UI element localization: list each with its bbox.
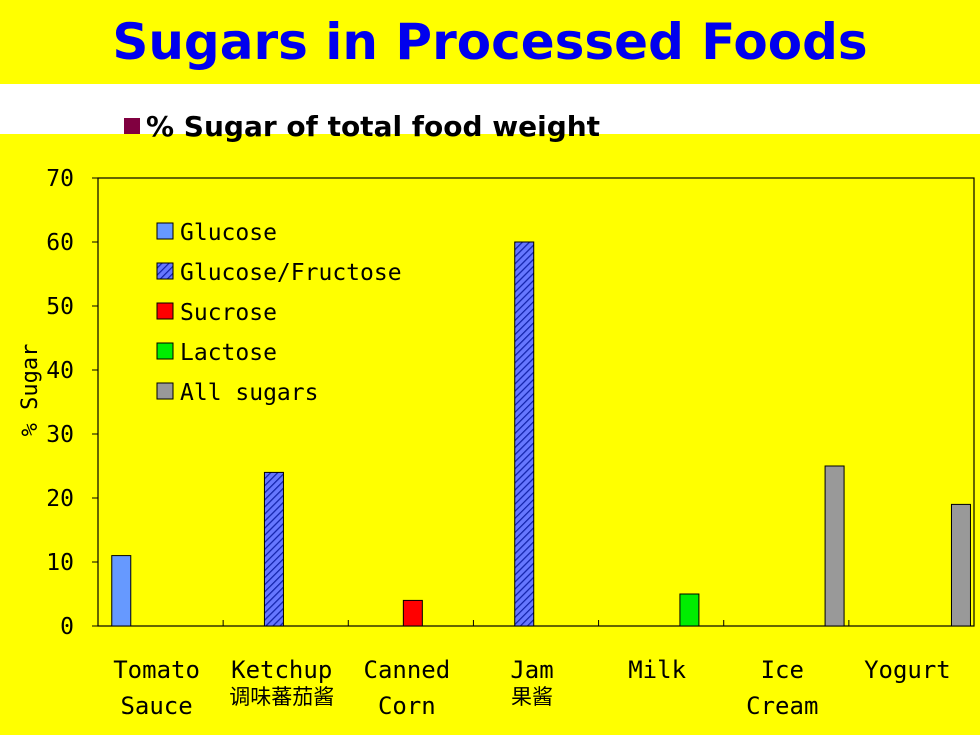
legend-swatch: [156, 302, 174, 320]
x-category-label: Canned: [364, 656, 451, 684]
legend-label: Lactose: [180, 340, 277, 366]
y-tick-label: 10: [46, 550, 74, 576]
x-category-label: Tomato: [113, 656, 200, 684]
x-category-annotation: 调味蕃茄酱: [229, 685, 334, 709]
legend-label: Glucose: [180, 220, 277, 246]
chart-subtitle: % Sugar of total food weight: [146, 110, 601, 143]
x-category-label: Jam: [510, 656, 553, 684]
y-tick-label: 40: [46, 358, 74, 384]
legend-label: All sugars: [180, 380, 318, 406]
bar: [824, 465, 845, 627]
x-category-label: Ketchup: [231, 656, 332, 684]
x-category-label: Milk: [628, 656, 686, 684]
x-category-label: Corn: [378, 692, 436, 720]
x-category-label: Ice: [761, 656, 804, 684]
subtitle-band: [0, 84, 980, 134]
legend-label: Glucose/Fructose: [180, 260, 402, 286]
bar-chart: 0 10 20 30 40 50 60 70 % Sugar Tomato Sauce Ketchup…: [18, 166, 975, 720]
plot-frame: [97, 177, 975, 627]
y-tick-label: 30: [46, 422, 74, 448]
legend-swatch: [156, 382, 174, 400]
x-category-label: Cream: [746, 692, 818, 720]
y-tick-label: 70: [46, 166, 74, 192]
bar: [679, 593, 700, 627]
title-band: [0, 0, 980, 84]
bar: [111, 555, 132, 627]
x-category-annotation: 果酱: [511, 685, 553, 709]
y-tick-label: 20: [46, 486, 74, 512]
bar: [950, 503, 971, 627]
page-title: Sugars in Processed Foods: [112, 13, 868, 71]
bar: [402, 599, 423, 627]
legend-swatch: [156, 262, 174, 280]
y-axis-label: % Sugar: [18, 344, 43, 437]
x-category-label: Yogurt: [864, 656, 951, 684]
bar: [263, 471, 284, 627]
bar: [514, 241, 535, 627]
y-tick-label: 50: [46, 294, 74, 320]
legend-swatch: [156, 342, 174, 360]
y-tick-label: 60: [46, 230, 74, 256]
x-category-label: Sauce: [120, 692, 192, 720]
legend-label: Sucrose: [180, 300, 277, 326]
bullet-icon: [124, 118, 140, 134]
y-tick-label: 0: [60, 614, 74, 640]
legend-swatch: [156, 222, 174, 240]
